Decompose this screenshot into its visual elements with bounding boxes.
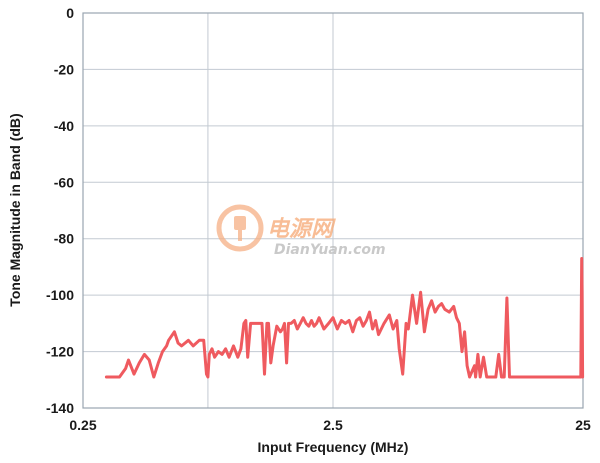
y-tick-label: -100 (46, 287, 74, 303)
x-tick-label: 2.5 (323, 417, 343, 433)
series-layer (104, 257, 585, 379)
y-axis-ticks: 0 -20 -40 -60 -80 -100 -120 -140 (46, 5, 74, 416)
y-tick-label: 0 (66, 5, 74, 21)
x-tick-label: 0.25 (69, 417, 96, 433)
y-tick-label: -140 (46, 400, 74, 416)
y-tick-label: -40 (54, 118, 74, 134)
plug-body-icon (234, 216, 246, 230)
x-axis-ticks: 0.25 2.5 25 (69, 417, 591, 433)
plug-logo-icon (216, 204, 264, 252)
y-tick-label: -120 (46, 344, 74, 360)
watermark-logo-text: 电源网 (267, 217, 336, 242)
plot-frame (82, 12, 584, 409)
x-axis-title: Input Frequency (MHz) (258, 439, 409, 455)
series-line (104, 257, 585, 379)
watermark-site-text: DianYuan.com (274, 242, 386, 258)
y-axis-title: Tone Magnitude in Band (dB) (7, 113, 23, 306)
y-tick-label: -60 (54, 174, 74, 190)
x-tick-label: 25 (575, 417, 591, 433)
y-tick-label: -80 (54, 231, 74, 247)
watermark: 电源网 DianYuan.com (216, 204, 386, 258)
plug-cord-icon (238, 229, 242, 241)
y-tick-label: -20 (54, 61, 74, 77)
